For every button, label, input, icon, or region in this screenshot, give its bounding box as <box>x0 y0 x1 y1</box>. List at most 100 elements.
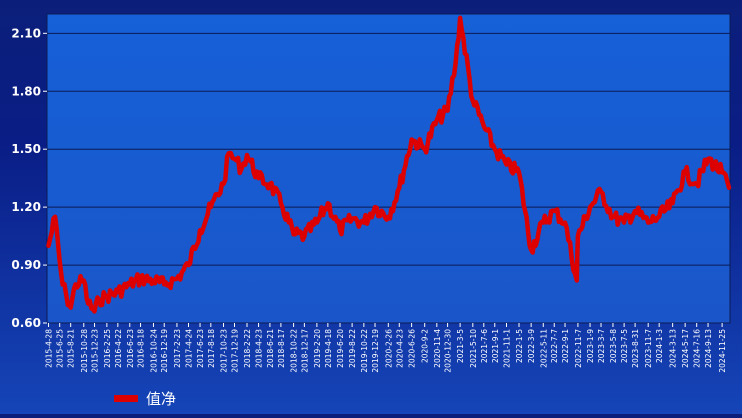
data-point <box>315 221 319 224</box>
x-tick-label: 2018-10-22 <box>290 329 299 373</box>
data-point <box>257 176 260 180</box>
x-tick-label: 2020-6-26 <box>408 329 417 368</box>
data-point <box>563 221 567 224</box>
x-tick-label: 2019-10-22 <box>360 329 369 373</box>
x-tick-label: 2015-10-28 <box>80 329 89 373</box>
data-point <box>222 182 225 186</box>
x-tick-label: 2018-2-22 <box>243 329 252 368</box>
data-point <box>553 209 556 213</box>
data-point <box>633 209 637 213</box>
x-tick-label: 2017-8-18 <box>207 329 216 368</box>
x-tick-label: 2024-7-16 <box>693 329 702 368</box>
x-tick-label: 2016-6-23 <box>126 329 135 368</box>
data-point <box>268 182 272 186</box>
grid-lines <box>47 32 730 324</box>
data-point <box>575 279 578 282</box>
data-point <box>493 147 496 151</box>
data-point <box>454 61 457 64</box>
data-point <box>233 157 236 161</box>
x-tick-label: 2024-5-17 <box>681 329 690 368</box>
x-tick-label: 2020-11-4 <box>433 329 442 368</box>
data-point <box>187 263 190 267</box>
x-tick-label: 2024-1-3 <box>655 329 664 363</box>
data-point <box>152 279 155 282</box>
data-point <box>350 217 354 220</box>
data-point <box>139 277 142 280</box>
x-tick-label: 2017-10-23 <box>220 329 229 373</box>
data-point <box>706 157 710 161</box>
data-point <box>105 294 109 298</box>
data-point <box>65 294 68 298</box>
data-point <box>116 290 120 294</box>
data-point <box>671 202 674 205</box>
x-tick-label: 2022-11-7 <box>574 329 583 368</box>
data-point <box>576 234 580 238</box>
data-point <box>303 234 306 238</box>
legend-swatch <box>114 395 138 402</box>
x-tick-label: 2023-5-8 <box>609 329 618 363</box>
data-point <box>435 119 439 122</box>
data-point <box>657 215 661 218</box>
x-tick-label: 2024-11-25 <box>718 329 727 373</box>
data-point <box>93 310 96 313</box>
x-tick-label: 2022-5-11 <box>539 329 548 368</box>
x-tick-label: 2020-2-26 <box>384 329 393 368</box>
x-tick-label: 2023-8-31 <box>631 329 640 368</box>
data-point <box>646 221 650 224</box>
data-point <box>695 182 698 186</box>
data-point <box>86 302 90 305</box>
data-point <box>410 138 413 141</box>
x-tick-label: 2024-3-13 <box>669 329 678 368</box>
legend: 值净 <box>114 390 176 408</box>
series-layer <box>46 15 732 314</box>
y-tick-label: 1.50 <box>11 142 41 156</box>
data-point <box>446 109 449 112</box>
data-point <box>517 171 521 174</box>
x-tick-label: 2022-3-9 <box>527 329 536 363</box>
data-point <box>61 283 64 286</box>
data-point <box>47 244 50 247</box>
data-point <box>505 163 508 166</box>
x-tick-label: 2019-12-19 <box>371 329 380 373</box>
data-point <box>240 167 243 170</box>
plot-area <box>46 13 731 324</box>
data-point <box>69 306 72 309</box>
data-point <box>209 205 213 209</box>
data-point <box>326 202 330 205</box>
data-point <box>227 151 231 155</box>
x-tick-label: 2021-3-5 <box>456 329 465 363</box>
y-tick-label: 2.10 <box>11 26 41 40</box>
data-point <box>175 277 179 280</box>
x-axis-ticks: 2015-4-28 2015-6-25 2015-8-21 2015-10-28 201… <box>45 323 727 373</box>
data-point <box>398 186 401 190</box>
x-tick-label: 2016-2-25 <box>103 329 112 368</box>
data-point <box>458 16 462 20</box>
data-point <box>471 99 475 103</box>
data-point <box>529 248 533 251</box>
data-point <box>727 186 731 190</box>
x-tick-label: 2015-12-23 <box>91 329 100 373</box>
data-point <box>292 232 295 236</box>
data-point <box>588 205 592 209</box>
data-point <box>279 202 283 205</box>
x-tick-label: 2017-12-19 <box>230 329 239 373</box>
x-tick-label: 2018-6-21 <box>266 329 275 368</box>
x-tick-label: 2021-7-6 <box>480 329 489 363</box>
x-tick-label: 2018-8-17 <box>277 329 286 368</box>
data-point <box>97 298 101 302</box>
data-point <box>683 171 687 174</box>
data-point <box>338 229 342 232</box>
data-point <box>362 221 366 224</box>
data-point <box>53 215 57 218</box>
y-tick-label: 1.20 <box>11 200 41 214</box>
data-point <box>82 279 85 282</box>
data-point <box>720 171 724 174</box>
x-tick-label: 2020-12-30 <box>444 329 453 373</box>
x-tick-label: 2019-6-20 <box>336 329 345 368</box>
data-point <box>128 283 131 286</box>
data-point <box>387 215 390 218</box>
x-tick-label: 2022-9-1 <box>561 329 570 363</box>
data-point <box>245 153 249 157</box>
